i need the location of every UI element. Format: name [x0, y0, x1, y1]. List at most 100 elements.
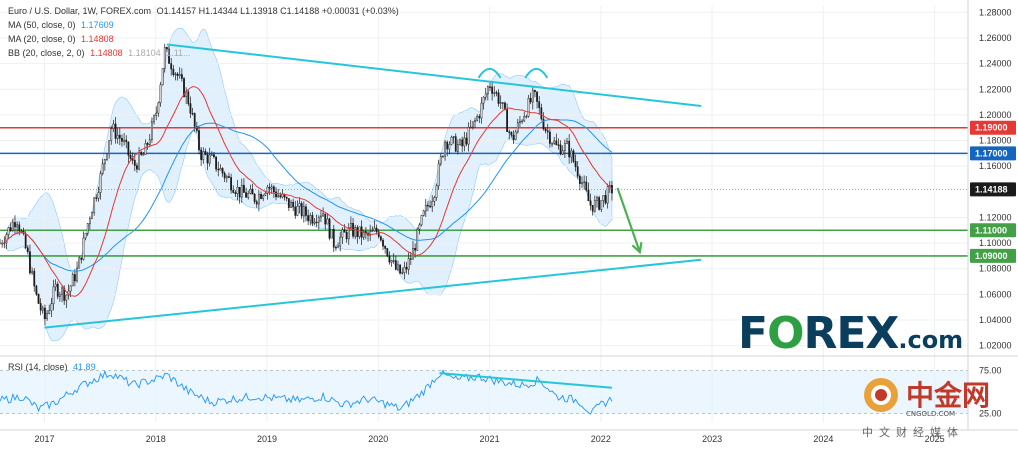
candle-body — [9, 227, 12, 231]
candle-body — [549, 131, 551, 144]
candle-body — [183, 78, 185, 97]
candle-body — [337, 245, 339, 248]
candle-body — [358, 226, 361, 237]
last-price-tag — [970, 182, 1016, 197]
candle-body — [429, 205, 431, 208]
candle-body — [531, 90, 534, 103]
candle-body — [217, 168, 220, 171]
candle-body — [424, 204, 427, 212]
ma20-value: 1.14808 — [81, 34, 114, 44]
level-price-tag-label: 1.09000 — [975, 251, 1008, 261]
candle-body — [80, 257, 83, 260]
last-price-tag-label: 1.14188 — [975, 184, 1008, 194]
candle-body — [506, 109, 509, 132]
candle-body — [439, 155, 442, 165]
candle-body — [136, 165, 138, 170]
candle-body — [170, 63, 173, 70]
candle-body — [598, 197, 601, 210]
rsi-legend[interactable]: RSI (14, close) 41.89 — [8, 362, 96, 372]
candle-body — [112, 123, 115, 129]
candle-body — [369, 230, 372, 236]
candle-body — [236, 186, 239, 194]
candle-body — [44, 307, 46, 320]
candle-body — [292, 201, 295, 208]
candle-body — [264, 193, 267, 196]
candle-body — [50, 303, 53, 311]
candle-body — [486, 86, 489, 95]
candle-body — [516, 122, 519, 133]
candle-body — [29, 251, 31, 274]
candle-body — [52, 286, 55, 305]
candle-body — [499, 102, 502, 104]
candle-body — [583, 181, 586, 184]
candle-body — [202, 151, 205, 160]
time-tick-label: 2023 — [702, 434, 722, 444]
candle-body — [403, 266, 406, 273]
candle-body — [138, 151, 140, 170]
level-price-tag — [970, 248, 1016, 263]
candle-body — [397, 264, 399, 270]
price-tick-label: 1.16000 — [979, 161, 1012, 171]
candle-body — [232, 189, 235, 193]
candle-body — [193, 113, 196, 127]
candle-body — [228, 176, 230, 178]
time-tick-label: 2020 — [368, 434, 388, 444]
candle-body — [243, 184, 245, 193]
cngold-name: 中金网 — [906, 379, 991, 412]
price-tick-label: 1.22000 — [979, 84, 1012, 94]
ma50-value: 1.17609 — [81, 20, 114, 30]
trendlines — [44, 43, 702, 329]
candle-body — [35, 285, 38, 295]
candle-body — [260, 194, 262, 199]
candle-body — [296, 205, 299, 216]
candle-body — [174, 73, 177, 75]
candle-body — [148, 139, 151, 145]
candle-body — [551, 143, 553, 145]
candle-body — [459, 139, 461, 145]
candle-body — [5, 234, 8, 244]
candle-body — [375, 227, 378, 232]
price-tick-label: 1.28000 — [979, 7, 1012, 17]
candle-body — [200, 149, 203, 160]
candle-body — [99, 173, 102, 193]
candle-body — [362, 231, 365, 238]
candle-body — [392, 260, 395, 262]
candle-body — [356, 227, 359, 237]
candle-body — [133, 160, 136, 166]
candle-body — [116, 134, 119, 139]
candle-body — [307, 215, 310, 221]
bb-legend[interactable]: BB (20, close, 2, 0) 1.14808 1.18104 1.1… — [8, 48, 191, 58]
candle-body — [467, 126, 470, 145]
candle-body — [478, 116, 481, 119]
candle-body — [37, 293, 40, 304]
candle-body — [471, 121, 474, 128]
candle-body — [114, 123, 117, 139]
candle-body — [339, 236, 342, 247]
candle-body — [101, 163, 104, 174]
candle-body — [448, 144, 451, 150]
candle-body — [525, 116, 528, 118]
ma20-legend[interactable]: MA (20, close, 0) 1.14808 — [8, 34, 114, 44]
candle-body — [446, 141, 449, 150]
candle-body — [433, 197, 436, 202]
level-price-tag-label: 1.11000 — [975, 225, 1007, 235]
candle-body — [161, 67, 164, 86]
candle-body — [39, 303, 42, 311]
candle-body — [146, 143, 149, 145]
candle-body — [354, 227, 357, 237]
candle-body — [608, 184, 611, 187]
ma50-legend[interactable]: MA (50, close, 0) 1.17609 — [8, 20, 114, 30]
candle-body — [95, 197, 98, 199]
candle-body — [78, 257, 81, 269]
trendline — [44, 258, 702, 329]
chart-title: Euro / U.S. Dollar, 1W, FOREX.com O1.141… — [8, 6, 399, 16]
candle-body — [140, 151, 143, 155]
candle-body — [326, 218, 329, 225]
candle-body — [204, 151, 207, 155]
candle-body — [568, 140, 571, 158]
candle-body — [91, 212, 93, 219]
candle-body — [163, 47, 166, 69]
trendline — [166, 43, 702, 107]
candle-body — [454, 136, 457, 152]
time-tick-label: 2025 — [925, 434, 945, 444]
